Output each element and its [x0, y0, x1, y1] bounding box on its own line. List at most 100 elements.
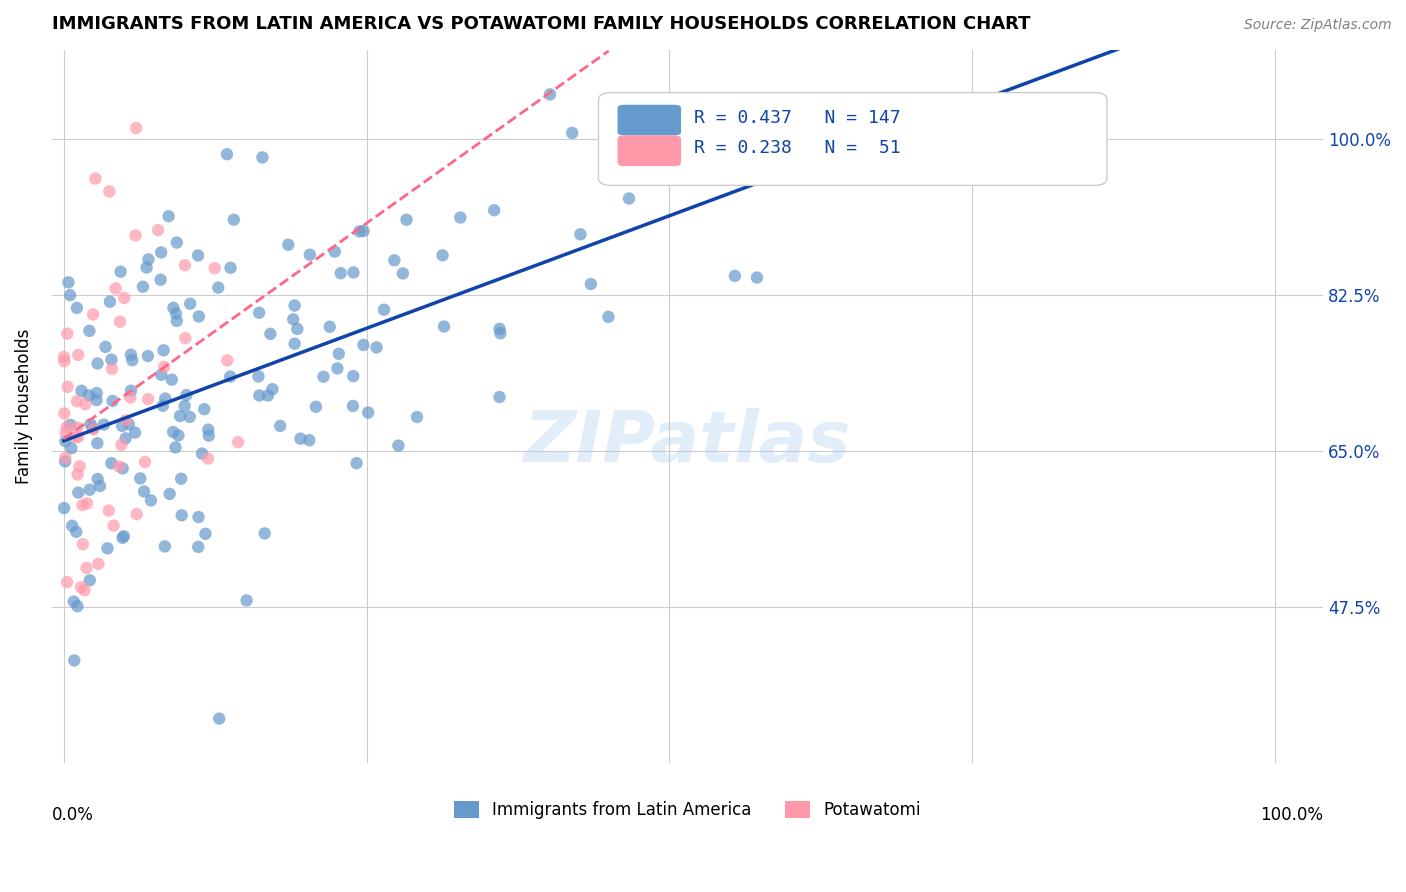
Immigrants from Latin America	[179, 296, 201, 310]
Text: ZIPatlas: ZIPatlas	[524, 408, 851, 476]
Text: Source: ZipAtlas.com: Source: ZipAtlas.com	[1244, 18, 1392, 32]
Text: 100.0%: 100.0%	[1260, 806, 1323, 824]
Immigrants from Latin America	[219, 260, 242, 275]
Immigrants from Latin America	[187, 310, 209, 324]
Immigrants from Latin America	[406, 410, 429, 425]
Immigrants from Latin America	[132, 279, 155, 293]
Immigrants from Latin America	[193, 402, 215, 417]
Immigrants from Latin America	[187, 248, 209, 262]
Immigrants from Latin America	[262, 382, 284, 396]
Immigrants from Latin America	[326, 361, 349, 376]
Immigrants from Latin America	[129, 471, 152, 485]
Immigrants from Latin America	[179, 409, 201, 424]
Immigrants from Latin America	[433, 319, 456, 334]
Potawatomi	[134, 455, 156, 469]
Potawatomi	[66, 420, 89, 434]
Immigrants from Latin America	[152, 343, 174, 358]
Immigrants from Latin America	[121, 353, 143, 368]
Immigrants from Latin America	[488, 322, 510, 336]
Potawatomi	[112, 291, 135, 305]
Immigrants from Latin America	[290, 432, 312, 446]
Immigrants from Latin America	[253, 526, 276, 541]
Immigrants from Latin America	[222, 212, 245, 227]
Immigrants from Latin America	[170, 472, 193, 486]
Potawatomi	[75, 397, 97, 411]
Potawatomi	[124, 228, 146, 243]
Immigrants from Latin America	[395, 212, 418, 227]
Immigrants from Latin America	[89, 479, 111, 493]
Potawatomi	[55, 450, 77, 465]
Immigrants from Latin America	[173, 399, 195, 413]
Potawatomi	[153, 359, 176, 374]
Potawatomi	[56, 326, 79, 341]
Potawatomi	[97, 503, 120, 517]
Potawatomi	[115, 413, 138, 427]
Immigrants from Latin America	[382, 253, 405, 268]
Immigrants from Latin America	[329, 266, 352, 280]
Immigrants from Latin America	[247, 306, 270, 320]
Potawatomi	[197, 451, 219, 466]
Immigrants from Latin America	[598, 310, 620, 324]
Immigrants from Latin America	[132, 484, 155, 499]
Immigrants from Latin America	[100, 456, 122, 470]
Immigrants from Latin America	[96, 541, 118, 556]
Immigrants from Latin America	[86, 436, 108, 450]
Immigrants from Latin America	[489, 326, 512, 341]
Immigrants from Latin America	[252, 150, 274, 164]
Immigrants from Latin America	[79, 324, 101, 338]
Immigrants from Latin America	[111, 461, 134, 475]
Potawatomi	[217, 353, 239, 368]
Immigrants from Latin America	[277, 237, 299, 252]
Immigrants from Latin America	[86, 386, 108, 401]
Potawatomi	[136, 392, 159, 406]
Immigrants from Latin America	[284, 299, 307, 313]
Immigrants from Latin America	[392, 267, 415, 281]
Immigrants from Latin America	[118, 417, 141, 432]
Immigrants from Latin America	[149, 273, 172, 287]
Potawatomi	[72, 498, 94, 512]
Immigrants from Latin America	[60, 442, 83, 456]
Immigrants from Latin America	[66, 599, 89, 614]
Immigrants from Latin America	[538, 87, 561, 102]
Immigrants from Latin America	[170, 508, 193, 523]
Immigrants from Latin America	[93, 417, 115, 432]
Immigrants from Latin America	[120, 348, 142, 362]
Potawatomi	[53, 354, 76, 368]
Potawatomi	[84, 171, 107, 186]
Immigrants from Latin America	[79, 483, 101, 497]
Potawatomi	[67, 348, 90, 362]
Potawatomi	[65, 430, 87, 444]
Potawatomi	[108, 315, 131, 329]
Immigrants from Latin America	[112, 529, 135, 543]
Immigrants from Latin America	[67, 485, 90, 500]
Immigrants from Latin America	[247, 388, 270, 402]
Potawatomi	[82, 308, 104, 322]
Potawatomi	[56, 575, 79, 590]
Immigrants from Latin America	[82, 421, 104, 435]
Immigrants from Latin America	[191, 447, 214, 461]
Immigrants from Latin America	[124, 425, 146, 440]
Immigrants from Latin America	[160, 373, 183, 387]
Immigrants from Latin America	[208, 712, 231, 726]
Immigrants from Latin America	[247, 369, 270, 384]
Immigrants from Latin America	[283, 312, 305, 326]
Immigrants from Latin America	[111, 531, 134, 545]
Immigrants from Latin America	[79, 574, 101, 588]
Immigrants from Latin America	[94, 340, 117, 354]
Immigrants from Latin America	[150, 245, 173, 260]
Potawatomi	[87, 557, 110, 571]
Immigrants from Latin America	[352, 338, 374, 352]
Immigrants from Latin America	[328, 347, 350, 361]
Immigrants from Latin America	[219, 369, 242, 384]
Immigrants from Latin America	[285, 322, 308, 336]
Potawatomi	[76, 496, 98, 510]
Immigrants from Latin America	[269, 419, 291, 434]
Immigrants from Latin America	[284, 336, 307, 351]
Immigrants from Latin America	[53, 501, 76, 516]
Immigrants from Latin America	[387, 439, 409, 453]
Immigrants from Latin America	[312, 369, 335, 384]
Immigrants from Latin America	[114, 432, 136, 446]
Immigrants from Latin America	[207, 280, 229, 294]
Immigrants from Latin America	[319, 319, 342, 334]
Immigrants from Latin America	[235, 593, 257, 607]
